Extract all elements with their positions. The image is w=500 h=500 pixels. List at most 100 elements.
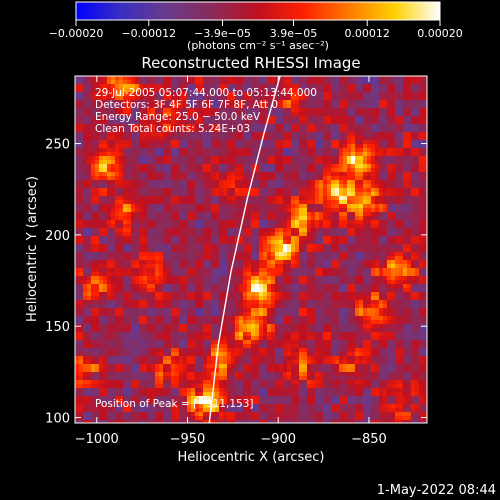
heatmap-cell <box>147 216 152 221</box>
heatmap-cell <box>107 280 112 285</box>
heatmap-cell <box>91 280 96 285</box>
heatmap-cell <box>287 256 292 261</box>
heatmap-cell <box>411 116 416 121</box>
heatmap-cell <box>239 116 244 121</box>
heatmap-cell <box>331 180 336 185</box>
heatmap-cell <box>295 108 300 113</box>
heatmap-cell <box>99 96 104 101</box>
heatmap-cell <box>207 84 212 89</box>
heatmap-cell <box>251 76 256 81</box>
heatmap-cell <box>159 244 164 249</box>
heatmap-cell <box>123 84 128 89</box>
heatmap-cell <box>275 164 280 169</box>
heatmap-cell <box>251 188 256 193</box>
heatmap-cell <box>123 188 128 193</box>
heatmap-cell <box>99 132 104 137</box>
heatmap-cell <box>183 276 188 281</box>
heatmap-cell <box>295 264 300 269</box>
heatmap-cell <box>359 152 364 157</box>
heatmap-cell <box>159 136 164 141</box>
heatmap-cell <box>291 188 296 193</box>
heatmap-cell <box>371 112 376 117</box>
heatmap-cell <box>291 152 296 157</box>
heatmap-cell <box>275 132 280 137</box>
heatmap-cell <box>143 244 148 249</box>
heatmap-cell <box>75 228 80 233</box>
heatmap-cell <box>419 296 424 301</box>
heatmap-cell <box>323 128 328 133</box>
heatmap-cell <box>383 168 388 173</box>
heatmap-cell <box>211 280 216 285</box>
heatmap-cell <box>255 292 260 297</box>
heatmap-cell <box>243 220 248 225</box>
heatmap-cell <box>231 168 236 173</box>
heatmap-cell <box>407 116 412 121</box>
heatmap-cell <box>231 256 236 261</box>
heatmap-cell <box>387 156 392 161</box>
heatmap-cell <box>275 260 280 265</box>
heatmap-cell <box>371 296 376 301</box>
heatmap-cell <box>399 112 404 117</box>
heatmap-cell <box>371 244 376 249</box>
heatmap-cell <box>127 168 132 173</box>
heatmap-cell <box>307 196 312 201</box>
heatmap-cell <box>143 128 148 133</box>
heatmap-cell <box>263 212 268 217</box>
heatmap-cell <box>187 104 192 109</box>
heatmap-cell <box>123 280 128 285</box>
heatmap-cell <box>159 132 164 137</box>
heatmap-cell <box>175 180 180 185</box>
heatmap-cell <box>339 280 344 285</box>
heatmap-cell <box>395 280 400 285</box>
heatmap-cell <box>331 120 336 125</box>
heatmap-cell <box>415 188 420 193</box>
heatmap-cell <box>347 220 352 225</box>
heatmap-cell <box>171 160 176 165</box>
heatmap-cell <box>139 84 144 89</box>
heatmap-cell <box>231 84 236 89</box>
heatmap-cell <box>391 248 396 253</box>
heatmap-cell <box>215 120 220 125</box>
heatmap-cell <box>391 188 396 193</box>
heatmap-cell <box>79 80 84 85</box>
heatmap-cell <box>399 276 404 281</box>
heatmap-cell <box>387 128 392 133</box>
heatmap-cell <box>311 268 316 273</box>
heatmap-cell <box>231 160 236 165</box>
heatmap-cell <box>303 268 308 273</box>
heatmap-cell <box>159 236 164 241</box>
heatmap-cell <box>271 232 276 237</box>
heatmap-cell <box>75 180 80 185</box>
heatmap-cell <box>239 124 244 129</box>
heatmap-cell <box>391 120 396 125</box>
heatmap-cell <box>127 76 132 81</box>
heatmap-cell <box>251 140 256 145</box>
heatmap-cell <box>239 172 244 177</box>
heatmap-cell <box>179 172 184 177</box>
heatmap-cell <box>411 148 416 153</box>
heatmap-cell <box>191 284 196 289</box>
heatmap-cell <box>411 272 416 277</box>
heatmap-cell <box>155 192 160 197</box>
heatmap-cell <box>79 236 84 241</box>
heatmap-cell <box>247 272 252 277</box>
heatmap-cell <box>383 196 388 201</box>
heatmap-cell <box>79 172 84 177</box>
heatmap-cell <box>395 200 400 205</box>
heatmap-cell <box>211 124 216 129</box>
heatmap-cell <box>415 276 420 281</box>
heatmap-cell <box>79 244 84 249</box>
heatmap-cell <box>123 208 128 213</box>
heatmap-cell <box>187 164 192 169</box>
heatmap-cell <box>99 188 104 193</box>
heatmap-cell <box>343 176 348 181</box>
heatmap-cell <box>99 276 104 281</box>
heatmap-cell <box>75 184 80 189</box>
heatmap-cell <box>231 208 236 213</box>
heatmap-cell <box>211 212 216 217</box>
heatmap-cell <box>291 192 296 197</box>
heatmap-cell <box>395 144 400 149</box>
heatmap-cell <box>167 148 172 153</box>
heatmap-cell <box>255 76 260 81</box>
heatmap-cell <box>219 148 224 153</box>
